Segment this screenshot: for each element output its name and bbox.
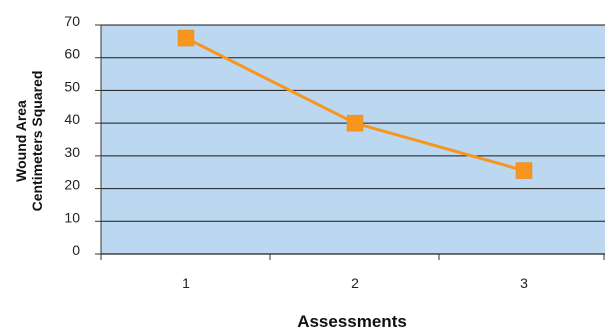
plot-area xyxy=(101,25,605,254)
y-axis-title: Wound Area Centimeters Squared xyxy=(13,71,45,212)
y-tick-label: 60 xyxy=(64,46,80,62)
x-axis-title: Assessments xyxy=(297,312,407,329)
data-point xyxy=(515,162,533,179)
y-tick-label: 10 xyxy=(64,209,80,225)
y-tick-label: 30 xyxy=(64,144,80,160)
x-tick-label: 1 xyxy=(182,275,190,291)
y-axis-title-line-1: Wound Area xyxy=(13,100,29,182)
x-axis-tick-labels: 1 2 3 xyxy=(182,275,528,291)
x-tick-label: 3 xyxy=(520,275,528,291)
x-tick-label: 2 xyxy=(351,275,359,291)
series-markers xyxy=(177,29,533,179)
y-tick-label: 40 xyxy=(64,111,80,127)
y-tick-label: 70 xyxy=(64,13,80,29)
x-axis xyxy=(100,25,605,260)
y-tick-label: 50 xyxy=(64,78,80,94)
y-tick-label: 0 xyxy=(72,242,80,258)
y-axis-title-line-2: Centimeters Squared xyxy=(29,71,45,212)
y-tick-label: 20 xyxy=(64,177,80,193)
data-point xyxy=(177,29,195,47)
data-point xyxy=(346,114,364,132)
y-axis-tick-labels: 0 10 20 30 40 50 60 70 xyxy=(64,13,80,258)
